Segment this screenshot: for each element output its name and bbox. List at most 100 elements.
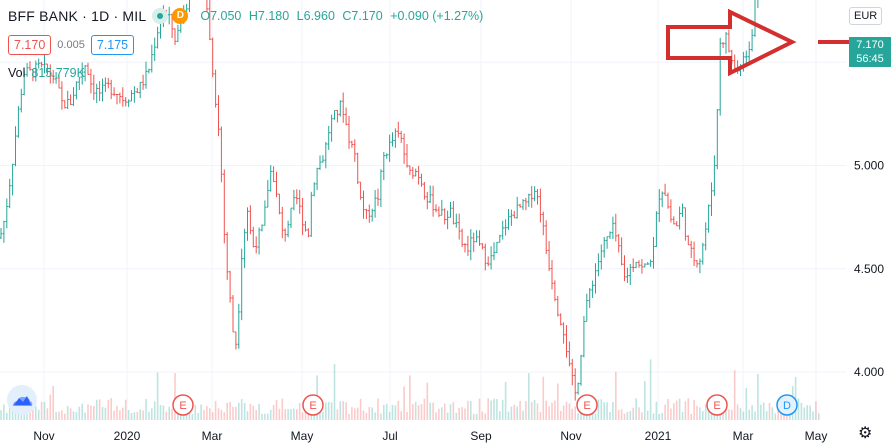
volume-bar (371, 407, 373, 420)
volume-bar (414, 401, 417, 420)
volume-bar (525, 401, 527, 420)
tradingview-cloud-icon[interactable] (7, 385, 37, 415)
ohlc-bar (231, 295, 235, 333)
ohlc-bar (301, 197, 304, 236)
sell-button[interactable]: 7.170 (8, 35, 52, 55)
volume-bar (61, 410, 63, 420)
volume-bar (139, 409, 141, 420)
ohlc-bar (515, 196, 519, 219)
volume-bar (345, 402, 347, 420)
volume-bar (87, 404, 89, 420)
volume-bar (307, 411, 310, 420)
ohlc-bar (278, 193, 281, 215)
buy-button[interactable]: 7.175 (90, 35, 135, 55)
price-bars (0, 0, 759, 401)
volume-bar (124, 399, 127, 420)
chart-grid (0, 0, 846, 420)
ohlc-bar (220, 126, 223, 183)
volume-bar (252, 405, 255, 420)
ohlc-bar (655, 211, 658, 248)
dividend-marker[interactable]: D (776, 394, 798, 416)
volume-bar (133, 412, 136, 420)
volume-bar (104, 407, 107, 420)
ohlc-bar (527, 193, 531, 207)
volume-bar (359, 398, 362, 420)
ohlc-bar (489, 246, 493, 270)
ohlc-bar (562, 322, 565, 344)
volume-bar (818, 413, 820, 420)
ohlc-bar (437, 206, 441, 218)
volume-bar (432, 402, 434, 420)
volume-bar (794, 377, 797, 420)
ohlc-bar (101, 78, 104, 102)
volume-bar (81, 403, 83, 420)
data-status-badge[interactable]: D (172, 8, 189, 24)
svg-text:D: D (783, 400, 791, 412)
volume-bar (809, 405, 811, 420)
volume-bar (409, 375, 411, 420)
ohlc-bar (109, 79, 113, 100)
ohlc-values: O7.050 H7.180 L6.960 C7.170 +0.090 (+1.2… (200, 9, 487, 23)
volume-bar (449, 404, 452, 420)
gear-icon[interactable]: ⚙ (858, 425, 873, 442)
ohlc-bar (495, 241, 499, 253)
volume-bar (217, 408, 220, 420)
volume-bar (6, 412, 8, 420)
ohlc-bar (112, 87, 116, 97)
ohlc-bar (318, 155, 322, 170)
earnings-marker[interactable]: E (172, 394, 194, 416)
ohlc-bar (11, 163, 14, 196)
earnings-marker[interactable]: E (706, 394, 728, 416)
ohlc-bar (368, 204, 371, 223)
ohlc-bar (475, 230, 478, 243)
ohlc-bar (643, 263, 647, 268)
ohlc-bar (417, 165, 420, 185)
quote-row: 7.170 0.005 7.175 (8, 35, 135, 55)
volume-bar (548, 406, 550, 420)
volume-bar (583, 411, 585, 420)
volume-bar (200, 404, 202, 420)
volume-bar (594, 413, 597, 420)
volume-bar (528, 373, 530, 420)
volume-bar (475, 413, 478, 420)
volume-bar (554, 400, 556, 420)
ohlc-bar (492, 242, 496, 261)
ohlc-bar (304, 220, 307, 232)
volume-bar (664, 404, 666, 420)
x-tick-label: Sep (470, 429, 492, 443)
volume-bar (377, 398, 379, 420)
earnings-marker[interactable]: E (302, 394, 324, 416)
ohlc-bar (206, 0, 209, 12)
currency-button[interactable]: EUR (849, 7, 883, 25)
svg-text:E: E (179, 400, 186, 412)
volume-bar (66, 406, 69, 420)
ohlc-bar (133, 86, 136, 103)
ohlc-bar (724, 31, 728, 54)
symbol-title[interactable]: BFF BANK · 1D · MIL (8, 8, 147, 24)
ohlc-bar (556, 295, 560, 317)
volume-bar (385, 403, 388, 420)
ohlc-bar (440, 199, 444, 216)
close-value: C7.170 (342, 9, 383, 23)
ohlc-bar (49, 64, 52, 84)
volume-bar (211, 412, 214, 420)
volume-bar (655, 401, 658, 420)
volume-bar (113, 410, 115, 420)
ohlc-bar (753, 0, 756, 37)
ohlc-bar (446, 210, 449, 230)
ohlc-bar (249, 205, 252, 235)
volume-bar (269, 409, 272, 420)
ohlc-bar (234, 331, 238, 350)
volume-bar (559, 410, 562, 420)
volume-bar (412, 404, 414, 420)
volume-bar (356, 407, 359, 420)
volume-bar (40, 401, 43, 420)
volume-bar (446, 412, 449, 420)
volume-bar (278, 408, 281, 420)
ohlc-bar (22, 70, 26, 96)
ohlc-bar (411, 166, 415, 179)
earnings-marker[interactable]: E (576, 394, 598, 416)
ohlc-bar (449, 202, 452, 218)
volume-bar (296, 409, 298, 420)
